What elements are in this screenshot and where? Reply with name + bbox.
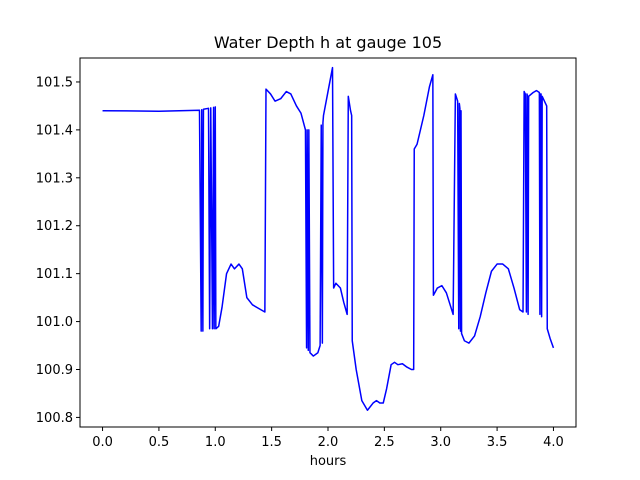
y-tick-label: 101.2 [36,219,73,234]
y-tick-label: 101.3 [36,171,73,186]
x-axis-label: hours [309,454,347,469]
y-tick-label: 101.0 [36,315,73,330]
y-axis: 100.8 100.9 101.0 101.1 101.2 101.3 101.4 101.5 [36,75,80,426]
x-tick-label: 4.0 [543,435,564,450]
plot-area [79,57,577,428]
y-tick-label: 101.4 [36,123,73,138]
x-tick-label: 2.0 [318,435,339,450]
chart-title: Water Depth h at gauge 105 [213,33,443,52]
y-tick-label: 101.1 [36,267,73,282]
x-axis: 0.0 0.5 1.0 1.5 2.0 2.5 3.0 3.5 4.0 [92,427,564,450]
x-tick-label: 2.5 [374,435,395,450]
x-tick-label: 0.0 [92,435,113,450]
y-tick-label: 100.9 [36,363,73,378]
x-tick-label: 0.5 [149,435,170,450]
x-tick-label: 3.5 [487,435,508,450]
x-tick-label: 1.0 [205,435,226,450]
y-tick-label: 100.8 [36,411,73,426]
plot-background [80,58,576,427]
x-tick-label: 1.5 [261,435,282,450]
series-layer [102,66,555,411]
x-tick-label: 3.0 [430,435,451,450]
series-line-0 [102,66,555,411]
y-tick-label: 101.5 [36,75,73,90]
